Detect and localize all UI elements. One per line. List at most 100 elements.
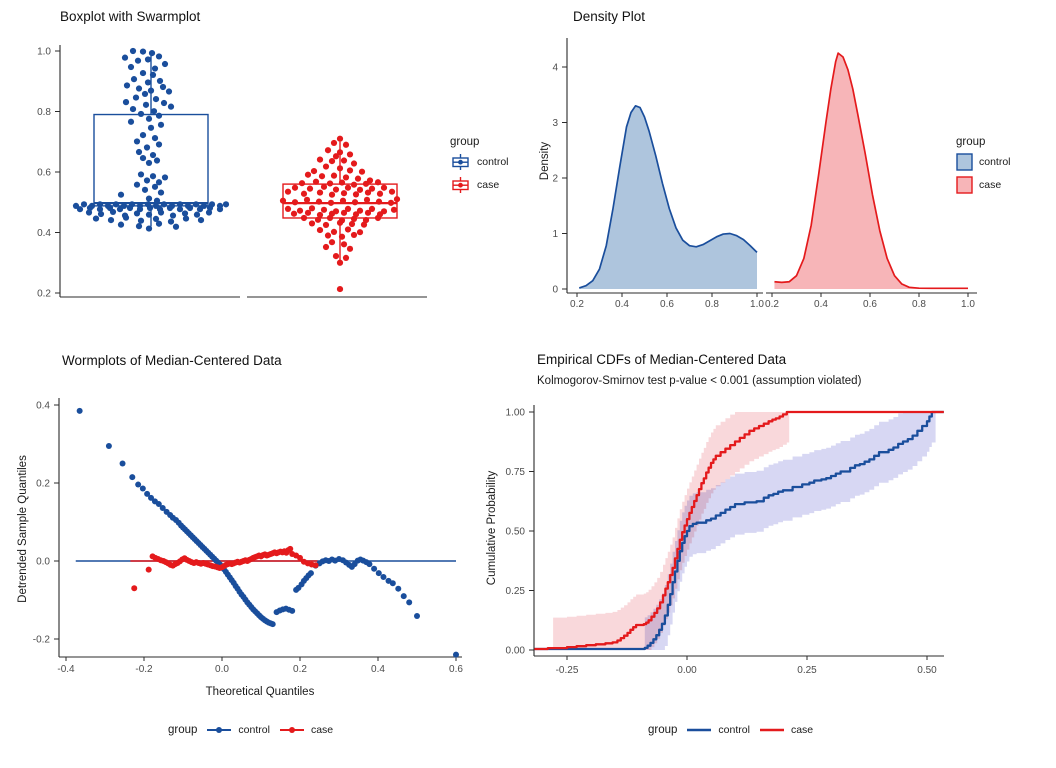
swarm-point (169, 212, 177, 219)
ecdf-line (534, 410, 944, 651)
swarm-point (123, 82, 131, 89)
swarm-point (112, 201, 120, 208)
swarm-point (320, 183, 328, 190)
swarm-point (380, 184, 388, 191)
swarm-point (145, 211, 153, 218)
worm-point (269, 621, 276, 628)
swarm-point (350, 160, 358, 167)
y-tick-label: 3 (552, 118, 558, 129)
swarm-point (291, 199, 299, 206)
swarm-point (129, 47, 137, 55)
y-tick-label: 0 (552, 285, 558, 296)
swarm-point (291, 184, 299, 191)
swarm-point (336, 135, 344, 142)
worm-point (400, 593, 407, 600)
line-dot-key-icon (279, 727, 304, 733)
legend-label-control: control (238, 724, 270, 736)
y-tick-label: -0.2 (33, 635, 51, 646)
swarm-point (374, 179, 382, 186)
swarm-point (205, 209, 213, 216)
worm-point (129, 474, 136, 481)
swarm-point (137, 217, 145, 224)
x-tick-label: 0.50 (917, 665, 937, 676)
swarm-point (340, 241, 348, 248)
x-tick-label: -0.25 (556, 665, 579, 676)
density-title: Density Plot (573, 9, 646, 24)
swarm-point (308, 205, 316, 212)
density-legend: group control case (956, 136, 1011, 194)
worm-point (159, 504, 166, 511)
swarm-point (182, 215, 190, 222)
swarm-point (338, 233, 346, 240)
swarm-point (80, 201, 88, 208)
swarm-point (157, 121, 165, 128)
swarm-point (153, 197, 161, 204)
y-tick-label: 0.2 (36, 479, 50, 490)
swarm-point (344, 205, 352, 213)
x-tick-label: 1.0 (961, 299, 975, 310)
legend-item-case: case (956, 176, 1011, 194)
legend-label-case: case (979, 179, 1002, 191)
swarm-point (340, 209, 348, 216)
swarm-point (375, 198, 383, 205)
swarm-point (133, 138, 141, 145)
swarm-point (336, 149, 344, 156)
y-tick-label: 4 (552, 63, 558, 74)
y-tick-label: 0.75 (506, 467, 526, 478)
worm-point (389, 580, 396, 587)
swarm-point (126, 204, 134, 212)
worm-point (297, 554, 303, 561)
swarm-point (145, 195, 153, 202)
ecdf-subtitle: Kolmogorov-Smirnov test p-value < 0.001 … (537, 375, 862, 387)
swarm-point (157, 189, 165, 196)
swarm-point (149, 173, 157, 180)
swarm-point (155, 141, 163, 148)
swarm-point (324, 232, 332, 239)
boxplot-legend: group control case (450, 136, 509, 194)
swarm-point (137, 110, 145, 118)
density-area (579, 105, 757, 289)
swarm-point (116, 206, 124, 213)
worm-point (406, 599, 413, 606)
swarm-point (107, 216, 115, 224)
line-key-icon (687, 728, 712, 732)
panel-wormplot: -0.2 0.0 0.2 0.4 -0.4 -0.2 0.0 0.2 0.4 0.6 (33, 398, 463, 675)
swarm-point (363, 196, 371, 203)
swarm-point (167, 218, 175, 225)
swarm-point (117, 221, 125, 228)
swarm-point (344, 184, 352, 191)
swarm-point (330, 139, 338, 147)
swarm-point (356, 186, 364, 193)
swarm-point (176, 201, 184, 208)
swarm-point (338, 179, 346, 186)
swarm-point (368, 185, 376, 192)
worm-point (131, 585, 138, 592)
swarm-point (316, 211, 324, 219)
swarm-point (133, 181, 141, 188)
swarm-point (172, 223, 180, 230)
swarm-point (304, 171, 312, 178)
swarm-point (143, 144, 151, 151)
swarm-point (130, 76, 138, 83)
legend-label-case: case (477, 179, 500, 191)
swarm-point (121, 54, 129, 61)
worm-point (148, 494, 155, 501)
swarm-point (340, 190, 348, 197)
worm-point (139, 485, 146, 492)
ecdf-legend: group control case (648, 724, 813, 736)
swarm-point (388, 188, 396, 195)
x-tick-label: 0.8 (705, 299, 719, 310)
legend-item-case: case (450, 176, 509, 194)
swarm-point (135, 148, 143, 156)
swarm-point (92, 215, 100, 222)
x-tick-label: -0.2 (135, 664, 153, 675)
swarm-point (298, 180, 306, 187)
swarm-point (137, 171, 145, 178)
swarm-point (160, 99, 168, 107)
swarm-point (322, 163, 330, 170)
swarm-point (181, 210, 189, 217)
swarm-point (304, 209, 312, 216)
x-tick-label: 0.6 (449, 664, 463, 675)
swarm-point (127, 118, 135, 125)
